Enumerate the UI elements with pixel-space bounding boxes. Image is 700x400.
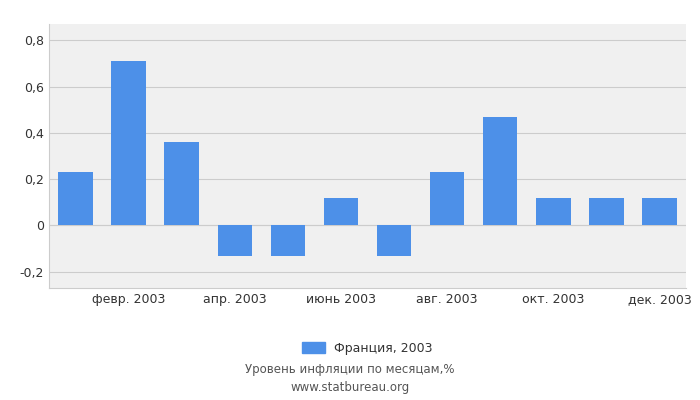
Bar — [58, 172, 93, 226]
Bar — [642, 198, 677, 226]
Bar — [377, 226, 412, 256]
Bar — [589, 198, 624, 226]
Text: Уровень инфляции по месяцам,%: Уровень инфляции по месяцам,% — [245, 364, 455, 376]
Bar — [271, 226, 305, 256]
Bar — [430, 172, 464, 226]
Bar — [536, 198, 570, 226]
Bar — [323, 198, 358, 226]
Bar — [164, 142, 199, 226]
Bar — [218, 226, 252, 256]
Bar — [111, 61, 146, 226]
Legend: Франция, 2003: Франция, 2003 — [302, 342, 433, 355]
Bar — [483, 117, 517, 226]
Text: www.statbureau.org: www.statbureau.org — [290, 382, 410, 394]
